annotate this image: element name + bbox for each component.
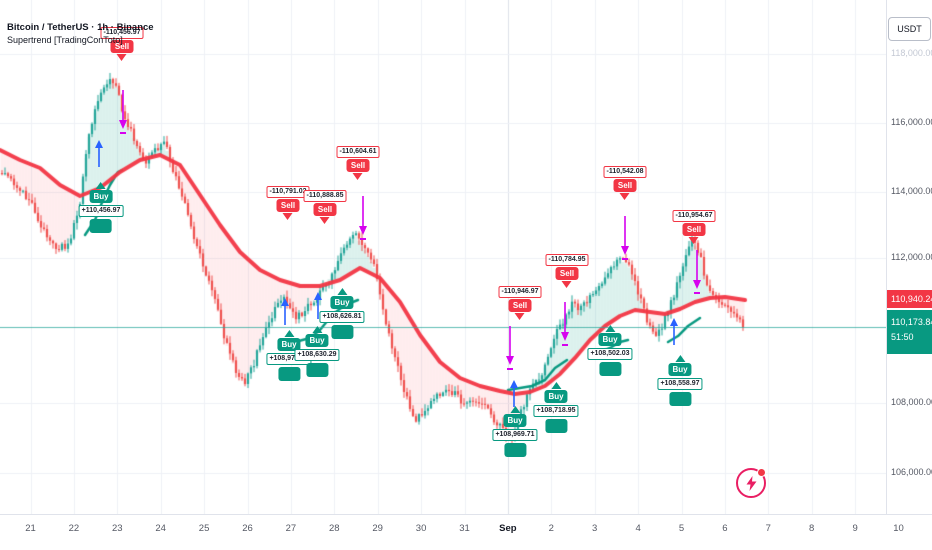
supertrend-price-tag: 110,940.24 <box>887 290 932 308</box>
time-axis-label: 29 <box>372 523 383 534</box>
time-axis-label: Sep <box>499 523 517 534</box>
time-axis-label: 3 <box>592 523 598 534</box>
time-axis-label: 26 <box>242 523 253 534</box>
last-price-value: 110,173.84 <box>891 317 932 327</box>
time-axis-label: 2 <box>548 523 554 534</box>
notification-dot <box>757 468 766 477</box>
time-axis-label: 24 <box>155 523 166 534</box>
time-axis-label: 7 <box>765 523 771 534</box>
time-axis-label: 31 <box>459 523 470 534</box>
time-axis-label: 23 <box>112 523 123 534</box>
price-axis-label: 116,000.00 <box>891 117 932 127</box>
time-axis-label: 21 <box>25 523 36 534</box>
time-axis[interactable]: 21 22 23 24 25 26 27 28 29 30 31 Sep 2 3 4 5 6 7 8 9 10 <box>0 514 932 550</box>
time-axis-label: 9 <box>852 523 858 534</box>
flash-button[interactable] <box>736 468 766 498</box>
symbol-title: Bitcoin / TetherUS · 1h · Binance <box>7 22 154 33</box>
last-price-tag: 110,173.84 51:50 <box>887 310 932 354</box>
candlestick-chart-canvas[interactable] <box>0 0 886 514</box>
lightning-icon <box>746 475 756 491</box>
time-axis-label: 8 <box>809 523 815 534</box>
time-axis-label: 22 <box>68 523 80 534</box>
time-axis-label: 10 <box>893 523 904 534</box>
time-axis-label: 6 <box>722 523 728 534</box>
price-axis-label-faint: 118,000.00 <box>891 48 932 58</box>
price-axis-label: 114,000.00 <box>891 186 932 196</box>
time-axis-label: 4 <box>635 523 641 534</box>
price-axis[interactable]: 110,940.24 110,173.84 51:50 116,000.00 11… <box>886 0 932 514</box>
currency-unit-button[interactable]: USDT <box>888 17 931 41</box>
bar-countdown: 51:50 <box>891 332 914 342</box>
price-axis-label: 108,000.00 <box>891 397 932 407</box>
time-axis-label: 30 <box>415 523 427 534</box>
chart-legend[interactable]: Bitcoin / TetherUS · 1h · Binance Supert… <box>7 21 154 47</box>
price-axis-label: 106,000.00 <box>891 467 932 477</box>
price-axis-label: 112,000.00 <box>891 252 932 262</box>
time-axis-label: 25 <box>198 523 210 534</box>
time-axis-label: 5 <box>678 523 685 534</box>
indicator-title: Supertrend [TradingConToto] <box>7 35 123 45</box>
time-axis-label: 27 <box>285 523 297 534</box>
time-axis-label: 28 <box>329 523 340 534</box>
